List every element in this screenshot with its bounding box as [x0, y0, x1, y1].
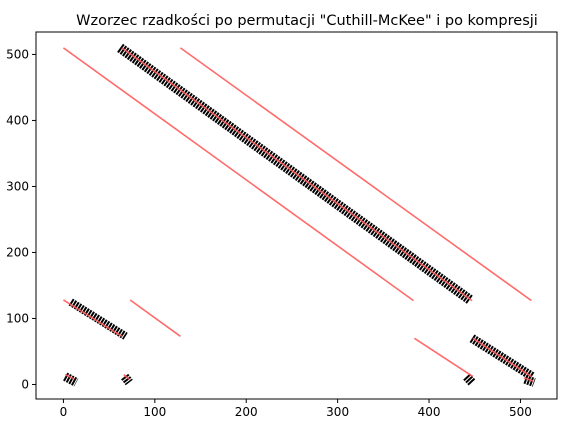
- compressed-nonzero-band-5: [413, 337, 474, 378]
- x-tick-label-200: 200: [235, 405, 258, 419]
- x-tick-label-300: 300: [326, 405, 349, 419]
- compressed-nonzero-band-1: [179, 47, 532, 302]
- compressed-nonzero-band-9: [523, 377, 534, 382]
- original-nonzero-band-1: [68, 298, 128, 340]
- y-tick-label-500: 500: [6, 47, 29, 61]
- x-axis: 0 100 200 300 400 500: [60, 399, 532, 419]
- x-tick-label-0: 0: [60, 405, 68, 419]
- compressed-nonzero-band-0: [62, 47, 414, 302]
- original-nonzero-band-4: [121, 373, 133, 386]
- y-tick-label-200: 200: [6, 245, 29, 259]
- compressed-nonzero-band-6: [472, 337, 532, 378]
- chart-title: Wzorzec rzadkości po permutacji "Cuthill…: [76, 13, 538, 29]
- original-nonzero-band-6: [523, 374, 536, 387]
- compressed-nonzero-band-3: [62, 299, 123, 337]
- plot-frame: [35, 31, 558, 400]
- x-tick-label-500: 500: [509, 405, 532, 419]
- y-tick-label-400: 400: [6, 113, 29, 127]
- compressed-nonzero-band-7: [64, 373, 75, 380]
- x-tick-label-400: 400: [418, 405, 441, 419]
- y-axis: 0 100 200 300 400 500: [6, 47, 36, 391]
- compressed-nonzero-band-8: [123, 373, 130, 380]
- original-nonzero-band-3: [63, 372, 79, 387]
- x-tick-label-100: 100: [143, 405, 166, 419]
- compressed-nonzero-band-4: [129, 299, 181, 337]
- plot-points: [62, 43, 536, 387]
- y-tick-label-0: 0: [21, 377, 29, 391]
- compressed-nonzero-band-2: [121, 47, 473, 302]
- original-nonzero-band-5: [463, 373, 476, 386]
- y-tick-label-100: 100: [6, 311, 29, 325]
- y-tick-label-300: 300: [6, 179, 29, 193]
